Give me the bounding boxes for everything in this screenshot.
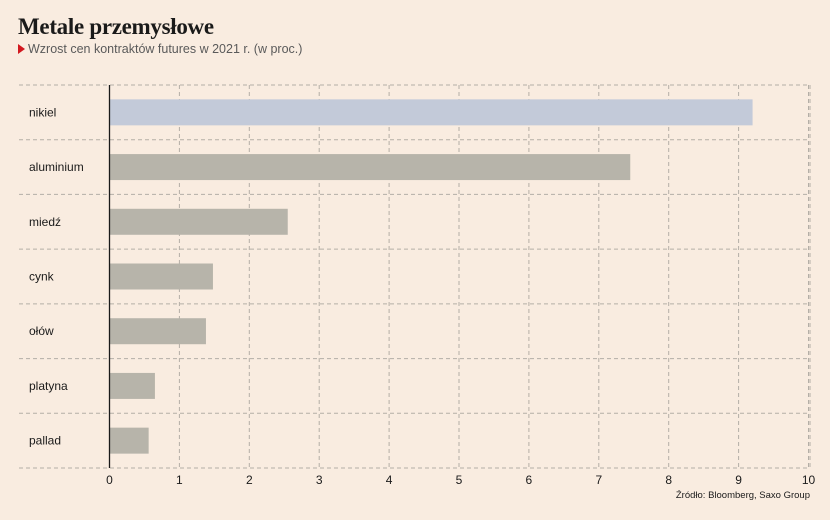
bar-3	[109, 263, 213, 290]
category-label: platyna	[29, 379, 68, 393]
chart-subtitle-text: Wzrost cen kontraktów futures w 2021 r. …	[28, 42, 303, 56]
x-tick-label: 1	[176, 473, 183, 487]
x-tick-label: 6	[526, 473, 533, 487]
chart-subtitle: Wzrost cen kontraktów futures w 2021 r. …	[18, 42, 302, 56]
category-label: ołów	[29, 324, 54, 338]
x-tick-label: 5	[456, 473, 463, 487]
bar-5	[109, 372, 155, 399]
chart-title: Metale przemysłowe	[18, 14, 214, 39]
x-tick-label: 3	[316, 473, 323, 487]
category-label: nikiel	[29, 105, 56, 119]
category-label: pallad	[29, 434, 61, 448]
bar-2	[109, 208, 288, 235]
category-label: aluminium	[29, 160, 84, 174]
source-note: Źródło: Bloomberg, Saxo Group	[675, 490, 810, 501]
x-tick-label: 10	[802, 473, 816, 487]
red-triangle-icon	[18, 44, 25, 54]
x-tick-label: 8	[665, 473, 672, 487]
bar-0	[109, 99, 753, 126]
x-tick-label: 0	[106, 473, 113, 487]
x-tick-label: 2	[246, 473, 253, 487]
category-label: cynk	[29, 270, 55, 284]
bar-4	[109, 318, 206, 345]
x-tick-label: 9	[735, 473, 742, 487]
x-tick-label: 7	[595, 473, 602, 487]
bar-6	[109, 427, 149, 454]
category-label: miedź	[29, 215, 61, 229]
x-tick-label: 4	[386, 473, 393, 487]
bar-1	[109, 154, 631, 181]
